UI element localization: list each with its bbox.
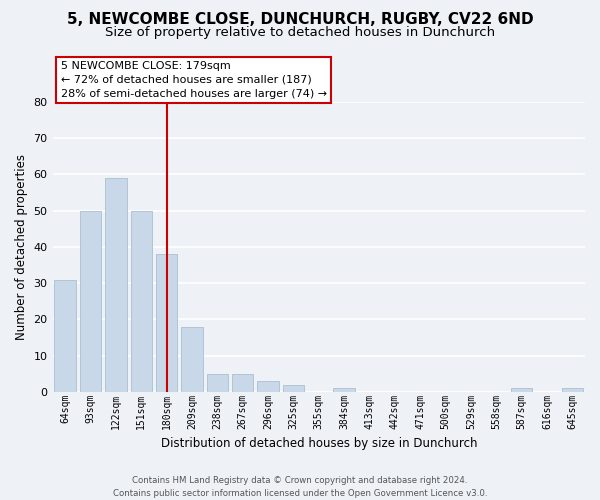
Bar: [206, 374, 228, 392]
Bar: [131, 210, 152, 392]
Bar: [562, 388, 583, 392]
Text: Size of property relative to detached houses in Dunchurch: Size of property relative to detached ho…: [105, 26, 495, 39]
Bar: [511, 388, 532, 392]
Text: Contains HM Land Registry data © Crown copyright and database right 2024.
Contai: Contains HM Land Registry data © Crown c…: [113, 476, 487, 498]
Bar: [55, 280, 76, 392]
Bar: [334, 388, 355, 392]
Text: 5, NEWCOMBE CLOSE, DUNCHURCH, RUGBY, CV22 6ND: 5, NEWCOMBE CLOSE, DUNCHURCH, RUGBY, CV2…: [67, 12, 533, 28]
Bar: [181, 326, 203, 392]
Bar: [232, 374, 253, 392]
Bar: [105, 178, 127, 392]
Text: 5 NEWCOMBE CLOSE: 179sqm
← 72% of detached houses are smaller (187)
28% of semi-: 5 NEWCOMBE CLOSE: 179sqm ← 72% of detach…: [61, 61, 326, 99]
Bar: [156, 254, 178, 392]
X-axis label: Distribution of detached houses by size in Dunchurch: Distribution of detached houses by size …: [161, 437, 477, 450]
Bar: [80, 210, 101, 392]
Bar: [283, 385, 304, 392]
Bar: [257, 381, 279, 392]
Y-axis label: Number of detached properties: Number of detached properties: [15, 154, 28, 340]
